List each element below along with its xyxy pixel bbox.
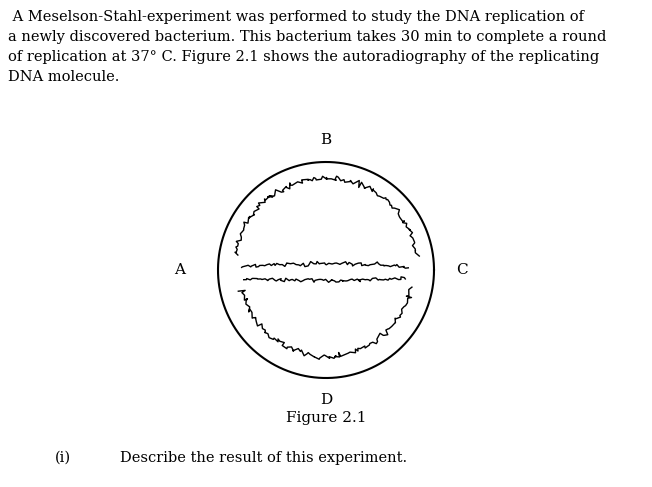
Text: B: B — [320, 133, 332, 147]
Text: A: A — [175, 263, 186, 277]
Text: C: C — [456, 263, 468, 277]
Text: D: D — [320, 393, 332, 407]
Text: (i): (i) — [55, 451, 71, 465]
Text: Figure 2.1: Figure 2.1 — [286, 411, 366, 425]
Text: A Meselson-Stahl-experiment was performed to study the DNA replication of
a newl: A Meselson-Stahl-experiment was performe… — [8, 10, 606, 84]
Text: Describe the result of this experiment.: Describe the result of this experiment. — [120, 451, 407, 465]
